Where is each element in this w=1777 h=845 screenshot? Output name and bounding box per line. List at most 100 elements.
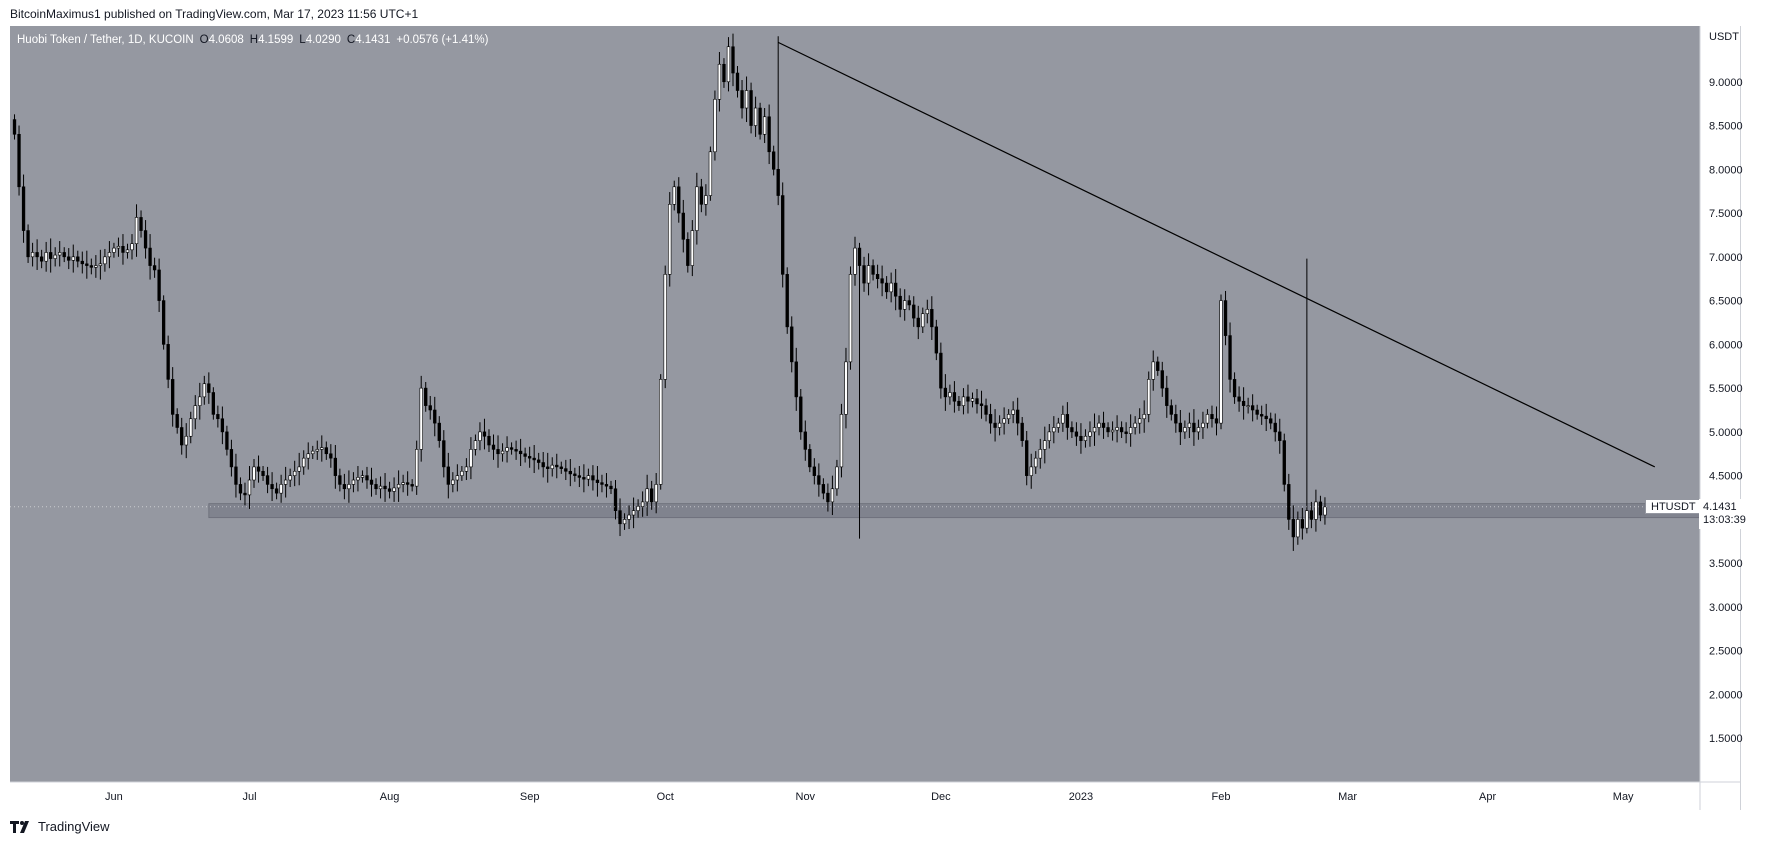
candle-body xyxy=(713,98,717,153)
candle-body xyxy=(595,479,600,483)
candle-body xyxy=(207,383,211,393)
close-value: 4.1431 xyxy=(355,34,391,46)
time-tick-label: Aug xyxy=(380,791,400,803)
candle-body xyxy=(1246,405,1250,407)
candle-body xyxy=(505,447,509,452)
chart-pane[interactable] xyxy=(10,26,1700,782)
time-tick-label: May xyxy=(1613,791,1634,803)
candle-body xyxy=(1101,422,1106,428)
candle-body xyxy=(1264,415,1268,420)
candle-body xyxy=(451,479,455,485)
candle-body xyxy=(532,457,536,461)
candle-body xyxy=(302,457,306,468)
candle-body xyxy=(844,361,848,415)
candle-body xyxy=(880,278,884,284)
candle-body xyxy=(894,282,898,297)
candle-body xyxy=(1241,400,1246,406)
candle-body xyxy=(1160,370,1164,389)
candle-body xyxy=(767,116,771,153)
candle-body xyxy=(478,431,482,441)
candle-body xyxy=(695,186,699,231)
price-tick-label: 5.5000 xyxy=(1709,383,1743,395)
candle-body xyxy=(148,247,152,266)
time-axis[interactable] xyxy=(10,782,1740,810)
candle-body xyxy=(1106,427,1110,433)
candle-body xyxy=(659,379,663,485)
candle-body xyxy=(1128,427,1133,434)
candle-body xyxy=(39,256,44,262)
candle-body xyxy=(62,252,66,258)
candle-body xyxy=(238,484,243,494)
price-tick-label: 3.0000 xyxy=(1709,602,1743,614)
candle-body xyxy=(1025,440,1029,476)
candle-body xyxy=(776,168,780,196)
candle-body xyxy=(907,300,911,306)
candle-body xyxy=(568,470,572,475)
candle-body xyxy=(1214,418,1219,424)
candle-body xyxy=(103,256,107,265)
last-price-tag: 4.1431 13:03:39 xyxy=(1699,498,1759,529)
candle-body xyxy=(12,119,17,135)
symbol-title[interactable]: Huobi Token / Tether, 1D, KUCOIN xyxy=(17,34,194,46)
candle-body xyxy=(225,431,229,450)
candle-body xyxy=(631,510,636,516)
candle-body xyxy=(1273,422,1277,433)
time-tick-label: Jun xyxy=(105,791,123,803)
candle-body xyxy=(966,396,970,402)
candle-body xyxy=(726,46,731,83)
candle-body xyxy=(460,470,464,476)
candle-body xyxy=(338,475,342,485)
candle-body xyxy=(1061,414,1065,424)
price-tick-label: 3.5000 xyxy=(1709,558,1743,570)
candle-body xyxy=(555,464,559,468)
candle-body xyxy=(1006,414,1011,420)
candle-body xyxy=(984,405,988,415)
publisher-name[interactable]: BitcoinMaximus1 xyxy=(10,7,101,21)
candle-body xyxy=(496,449,500,455)
candle-body xyxy=(663,274,667,380)
candle-body xyxy=(609,485,613,490)
candle-body xyxy=(396,484,401,489)
tradingview-logo-icon xyxy=(10,820,29,833)
candle-body xyxy=(509,447,514,450)
candle-body xyxy=(1002,418,1006,424)
candle-body xyxy=(198,396,202,406)
candle-body xyxy=(35,252,39,258)
candle-body xyxy=(744,90,749,109)
candle-body xyxy=(550,464,554,469)
candle-body xyxy=(604,484,609,487)
footer-brand[interactable]: TradingView xyxy=(38,819,110,834)
candle-body xyxy=(193,405,197,420)
candle-body xyxy=(1323,506,1327,516)
candle-body xyxy=(220,418,225,433)
candle-body xyxy=(857,247,862,266)
candle-body xyxy=(1029,466,1033,476)
candle-body xyxy=(943,387,948,398)
candle-body xyxy=(175,414,179,428)
time-tick-label: Nov xyxy=(796,791,816,803)
candle-body xyxy=(762,116,767,135)
candle-body xyxy=(67,256,71,261)
candle-body xyxy=(1147,379,1151,415)
high-key: H xyxy=(249,34,259,46)
candle-body xyxy=(360,475,365,478)
candle-body xyxy=(342,484,347,490)
price-tick-label: 5.0000 xyxy=(1709,427,1743,439)
candle-body xyxy=(758,107,762,135)
candle-body xyxy=(1110,429,1115,433)
candle-body xyxy=(107,252,112,258)
candle-body xyxy=(668,204,672,275)
candle-body xyxy=(1309,510,1314,520)
price-tick-label: 7.5000 xyxy=(1709,208,1743,220)
candle-body xyxy=(1133,422,1137,428)
candle-body xyxy=(464,466,469,472)
price-axis[interactable] xyxy=(1700,26,1740,782)
price-tick-label: 6.0000 xyxy=(1709,339,1743,351)
candle-body xyxy=(1183,427,1187,433)
candle-body xyxy=(98,263,103,266)
candle-body xyxy=(564,468,568,472)
candle-body xyxy=(184,435,188,446)
candle-body xyxy=(916,317,920,328)
candle-body xyxy=(1228,335,1232,380)
